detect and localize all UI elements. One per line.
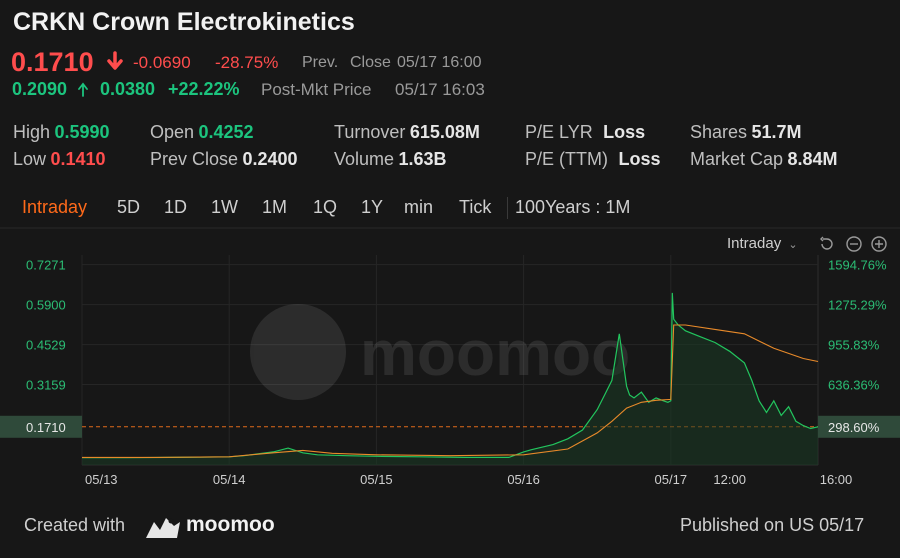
y-tick-label-right: 1275.29% (828, 298, 887, 313)
close-time: 05/17 16:00 (397, 54, 482, 71)
range-selector[interactable]: 100Years : 1M (515, 197, 631, 217)
post-market-change-pct: +22.22% (168, 79, 240, 99)
post-market-label: Post-Mkt Price (261, 80, 372, 99)
zoom-out-icon[interactable] (846, 236, 862, 252)
stat-pe-ttm: P/E (TTM) Loss (525, 149, 661, 169)
tab-tick[interactable]: Tick (459, 197, 492, 217)
post-market-time: 05/17 16:03 (395, 80, 485, 99)
stat-prev-close: Prev Close 0.2400 (150, 149, 298, 169)
moomoo-watermark: moomoo (250, 304, 630, 400)
tab-1m[interactable]: 1M (262, 197, 288, 217)
last-price-badge (0, 415, 82, 438)
y-tick-label-left: 0.3159 (26, 378, 66, 393)
tab-intraday[interactable]: Intraday (22, 197, 88, 217)
price-change: -0.0690 (133, 53, 191, 72)
zoom-in-icon[interactable] (871, 236, 887, 252)
x-tick-label: 05/16 (507, 472, 540, 487)
undo-icon[interactable] (820, 236, 833, 250)
moomoo-logo-icon (146, 518, 180, 538)
chart-toolbar (820, 236, 887, 252)
price-line (82, 292, 819, 459)
tab-1q[interactable]: 1Q (313, 197, 338, 217)
tab-5d[interactable]: 5D (117, 197, 141, 217)
y-tick-label-right: 1594.76% (828, 258, 887, 273)
ticker-symbol: CRKN (13, 8, 86, 36)
stat-shares: Shares 51.7M (690, 122, 802, 142)
stat-turnover: Turnover 615.08M (334, 122, 480, 142)
y-tick-label-right: 636.36% (828, 378, 880, 393)
arrow-down-icon (107, 51, 123, 70)
tab-1y[interactable]: 1Y (361, 197, 384, 217)
x-tick-label: 05/17 (655, 472, 688, 487)
average-price-line (82, 324, 819, 458)
close-label: Close (350, 54, 391, 71)
price-area (82, 292, 818, 465)
stat-high: High 0.5990 (13, 122, 110, 142)
arrow-up-icon (78, 82, 88, 97)
stock-title: CRKN Crown Electrokinetics (13, 8, 355, 37)
y-tick-label-left: 0.4529 (26, 338, 66, 353)
y-tick-label-right: 955.83% (828, 338, 880, 353)
stat-volume: Volume 1.63B (334, 149, 447, 169)
tab-divider (507, 197, 508, 219)
chevron-down-icon: ⌄ (788, 239, 798, 251)
brand-name: moomoo (186, 513, 275, 536)
published-date: Published on US 05/17 (680, 515, 865, 535)
x-tick-label: 05/13 (85, 472, 118, 487)
prev-label: Prev. (302, 54, 339, 71)
stat-open: Open 0.4252 (150, 122, 254, 142)
y-tick-label-left: 0.7271 (26, 258, 66, 273)
y-tick-label-left: 0.5900 (26, 298, 66, 313)
last-pct-badge (818, 415, 900, 438)
post-market-price: 0.2090 (12, 79, 68, 99)
x-tick-label: 16:00 (820, 472, 853, 487)
x-tick-label: 05/15 (360, 472, 393, 487)
bull-logo-icon (250, 304, 346, 400)
current-price: 0.1710 (11, 47, 94, 77)
price-change-pct: -28.75% (215, 53, 279, 72)
watermark-text: moomoo (360, 317, 630, 389)
x-tick-label: 12:00 (713, 472, 746, 487)
tab-1w[interactable]: 1W (211, 197, 238, 217)
y-tick-label-left: 0.1710 (26, 420, 66, 435)
stat-pe-lyr: P/E LYR Loss (525, 122, 646, 142)
tab-min[interactable]: min (404, 197, 434, 217)
stat-market-cap: Market Cap 8.84M (690, 149, 838, 169)
post-market-change: 0.0380 (100, 79, 156, 99)
created-with-label: Created with (24, 515, 126, 535)
company-name: Crown Electrokinetics (92, 8, 355, 36)
tab-1d[interactable]: 1D (164, 197, 188, 217)
x-tick-label: 05/14 (213, 472, 246, 487)
stat-low: Low 0.1410 (13, 149, 106, 169)
chart-mode-select[interactable]: Intraday ⌄ (727, 235, 798, 252)
y-tick-label-right: 298.60% (828, 420, 880, 435)
